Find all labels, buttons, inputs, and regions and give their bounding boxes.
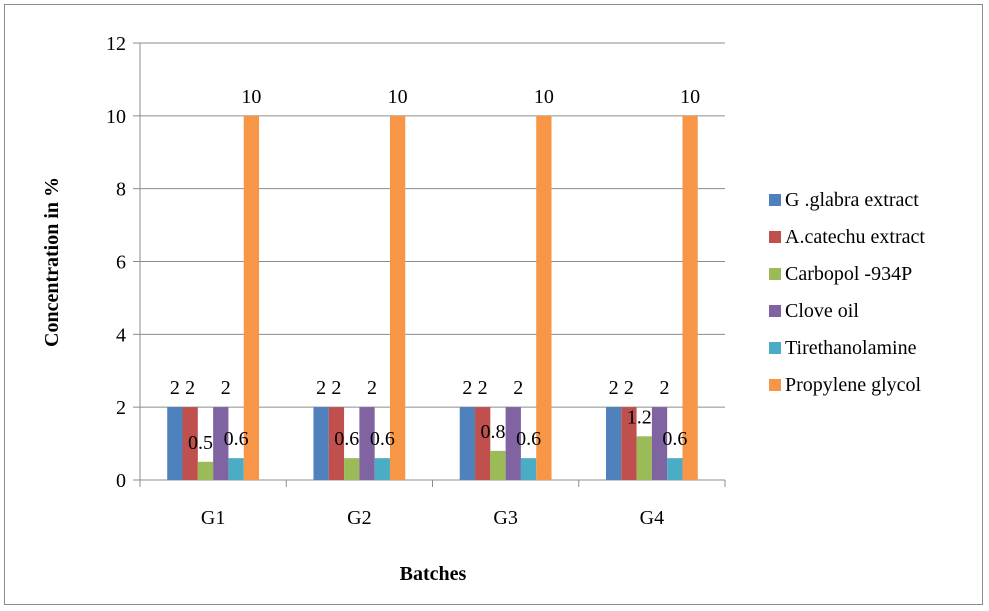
y-axis-ticks: 0 2 4 6 8 10 12 [106,33,126,492]
x-tick-label: G1 [201,507,225,529]
legend-label: G .glabra extract [785,189,919,211]
bar-g1-series-1 [182,407,198,480]
bar-g3-series-1 [475,407,491,480]
data-label: 2 [478,377,488,399]
data-label: 2 [367,377,377,399]
data-label: 0.6 [370,428,395,450]
y-tick-label: 10 [106,106,126,128]
data-label: 0.6 [662,428,687,450]
x-axis-title: Batches [400,563,467,585]
data-label: 2 [624,377,634,399]
data-label: 2 [221,377,231,399]
y-tick-label: 2 [116,397,126,419]
bar-g2-series-5 [389,115,406,480]
bar-g2-series-0 [313,407,329,480]
data-label: 10 [680,86,700,108]
bar-g4-series-2 [636,436,652,480]
bar-g2-series-3 [359,407,375,480]
data-label: 0.6 [224,428,249,450]
bar-g1-series-3 [213,407,229,480]
legend-label: Carbopol -934P [785,263,912,285]
data-label: 2 [170,377,180,399]
legend-swatch [769,305,781,317]
bar-g1-series-4 [228,458,244,480]
x-axis-ticks: G1 G2 G3 G4 [201,507,664,529]
legend-label: Propylene glycol [785,374,922,396]
data-label: 1.2 [627,406,652,428]
legend-swatch [769,194,781,206]
bars [167,115,698,480]
bar-g4-series-5 [682,115,698,480]
x-tick-label: G3 [493,507,517,529]
data-label: 0.6 [334,428,359,450]
bar-g3-series-3 [505,407,521,480]
data-label: 2 [316,377,326,399]
bar-g4-series-0 [605,407,622,480]
y-tick-label: 0 [116,470,126,492]
data-label: 10 [534,86,554,108]
data-label: 2 [331,377,341,399]
legend-swatch [769,231,781,243]
data-label: 2 [513,377,523,399]
legend-label: Tirethanolamine [785,337,917,359]
bar-g1-series-2 [197,461,214,480]
legend-swatch [769,342,781,354]
data-label: 2 [660,377,670,399]
legend-label: A.catechu extract [785,226,925,248]
chart-frame [4,4,983,605]
bar-g3-series-4 [520,458,537,480]
legend-swatch [769,379,781,391]
bar-g3-series-2 [490,450,506,480]
bar-g4-series-4 [667,458,683,480]
x-tick-label: G2 [347,507,371,529]
data-label: 10 [388,86,408,108]
data-label: 0.8 [480,421,505,443]
bar-g4-series-1 [621,407,637,480]
bar-g1-series-5 [243,115,260,480]
y-tick-label: 8 [116,179,126,201]
data-label: 10 [241,86,261,108]
legend-label: Clove oil [785,300,859,322]
data-label: 2 [462,377,472,399]
y-axis-title: Concentration in % [41,177,63,347]
data-label: 2 [185,377,195,399]
data-label: 2 [609,377,619,399]
bar-g3-series-0 [459,407,476,480]
legend: G .glabra extract A.catechu extract Carbop… [769,189,925,396]
y-tick-label: 6 [116,252,126,274]
y-tick-label: 12 [106,33,126,55]
bar-g2-series-1 [328,407,345,480]
bar-g4-series-3 [651,407,668,480]
data-label: 0.5 [188,432,213,454]
bar-g1-series-0 [167,407,183,480]
bar-g3-series-5 [536,115,552,480]
bar-g2-series-2 [344,458,360,480]
legend-swatch [769,268,781,280]
x-tick-label: G4 [640,507,664,529]
data-label: 0.6 [516,428,541,450]
y-tick-label: 4 [116,324,126,346]
bar-g2-series-4 [374,458,390,480]
